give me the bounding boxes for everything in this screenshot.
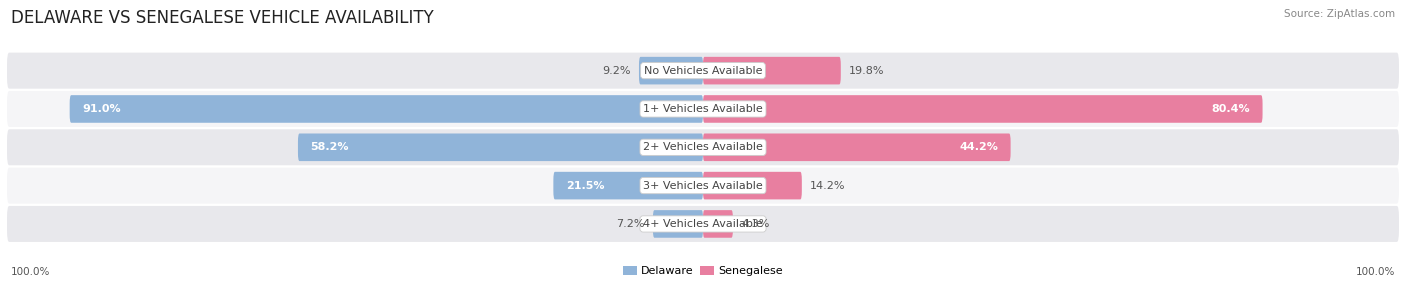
FancyBboxPatch shape (7, 53, 1399, 89)
Text: No Vehicles Available: No Vehicles Available (644, 66, 762, 76)
Text: 19.8%: 19.8% (849, 66, 884, 76)
Text: 100.0%: 100.0% (1355, 267, 1395, 277)
FancyBboxPatch shape (554, 172, 703, 199)
Text: 100.0%: 100.0% (11, 267, 51, 277)
Legend: Delaware, Senegalese: Delaware, Senegalese (619, 261, 787, 281)
Text: 9.2%: 9.2% (602, 66, 631, 76)
FancyBboxPatch shape (638, 57, 703, 84)
FancyBboxPatch shape (652, 210, 703, 238)
FancyBboxPatch shape (7, 168, 1399, 204)
FancyBboxPatch shape (7, 129, 1399, 165)
FancyBboxPatch shape (70, 95, 703, 123)
FancyBboxPatch shape (703, 57, 841, 84)
Text: 4+ Vehicles Available: 4+ Vehicles Available (643, 219, 763, 229)
Text: 3+ Vehicles Available: 3+ Vehicles Available (643, 181, 763, 190)
Text: DELAWARE VS SENEGALESE VEHICLE AVAILABILITY: DELAWARE VS SENEGALESE VEHICLE AVAILABIL… (11, 9, 434, 27)
Text: 14.2%: 14.2% (810, 181, 845, 190)
Text: 44.2%: 44.2% (959, 142, 998, 152)
Text: 4.3%: 4.3% (741, 219, 769, 229)
Text: 58.2%: 58.2% (311, 142, 349, 152)
FancyBboxPatch shape (703, 210, 733, 238)
Text: 7.2%: 7.2% (616, 219, 644, 229)
FancyBboxPatch shape (703, 134, 1011, 161)
Text: 91.0%: 91.0% (82, 104, 121, 114)
Text: 2+ Vehicles Available: 2+ Vehicles Available (643, 142, 763, 152)
Text: 80.4%: 80.4% (1212, 104, 1250, 114)
Text: Source: ZipAtlas.com: Source: ZipAtlas.com (1284, 9, 1395, 19)
Text: 1+ Vehicles Available: 1+ Vehicles Available (643, 104, 763, 114)
Text: 21.5%: 21.5% (565, 181, 605, 190)
FancyBboxPatch shape (298, 134, 703, 161)
FancyBboxPatch shape (7, 91, 1399, 127)
FancyBboxPatch shape (703, 172, 801, 199)
FancyBboxPatch shape (703, 95, 1263, 123)
FancyBboxPatch shape (7, 206, 1399, 242)
